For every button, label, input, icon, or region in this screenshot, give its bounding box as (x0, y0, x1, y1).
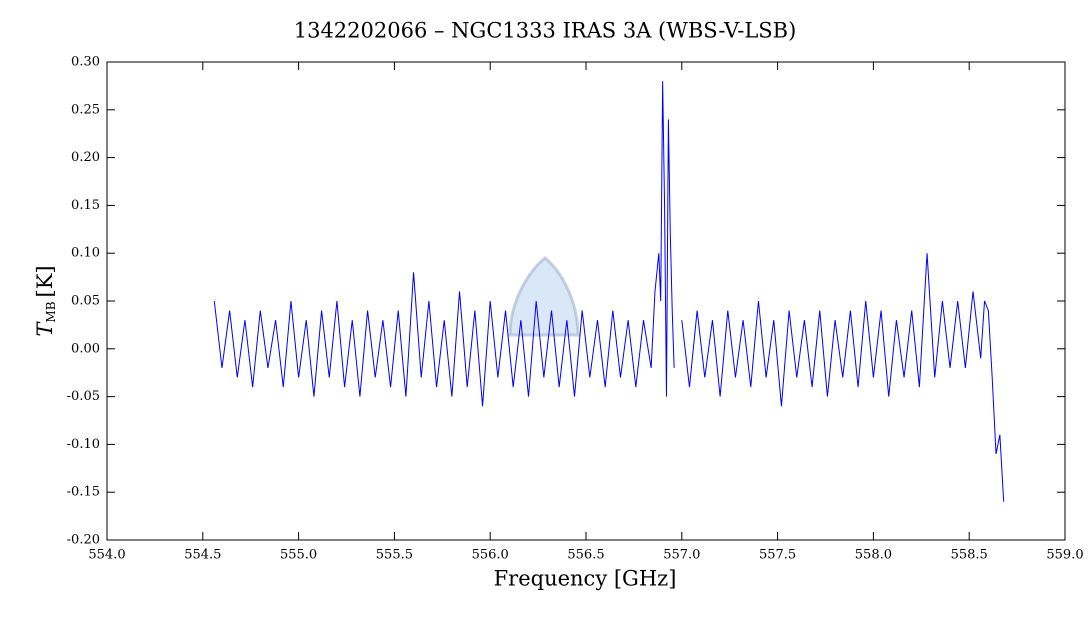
x-tick-label: 557.0 (663, 548, 700, 563)
y-tick-label: 0.00 (71, 341, 100, 356)
y-tick-label: 0.30 (71, 55, 100, 70)
y-tick-label: -0.20 (67, 533, 100, 548)
x-tick-label: 555.5 (376, 548, 413, 563)
y-tick-label: 0.10 (71, 246, 100, 261)
y-tick-label: -0.10 (67, 437, 100, 452)
plot-frame (106, 61, 1066, 541)
y-label-subscript: MB (44, 301, 58, 322)
y-label-unit: [K] (33, 265, 57, 297)
spectrum-line (213, 81, 1005, 502)
y-tick-label: 0.05 (71, 294, 100, 309)
x-tick-label: 556.5 (567, 548, 604, 563)
watermark (508, 256, 580, 337)
x-tick-label: 558.5 (951, 548, 988, 563)
x-tick-label: 555.0 (280, 548, 317, 563)
y-axis-label: TMB [K] (33, 265, 58, 336)
x-tick-label: 558.0 (855, 548, 892, 563)
chart-title: 1342202066 – NGC1333 IRAS 3A (WBS-V-LSB) (294, 19, 797, 43)
x-tick-label: 554.0 (88, 548, 125, 563)
y-tick-label: 0.25 (71, 102, 100, 117)
y-label-symbol: T (33, 321, 57, 337)
y-tick-label: -0.15 (67, 485, 100, 500)
x-tick-label: 554.5 (184, 548, 221, 563)
y-tick-label: 0.20 (71, 150, 100, 165)
x-tick-label: 556.0 (472, 548, 509, 563)
y-tick-label: -0.05 (67, 389, 100, 404)
x-axis-label: Frequency [GHz] (494, 567, 677, 591)
y-tick-label: 0.15 (71, 198, 100, 213)
x-tick-label: 559.0 (1046, 548, 1083, 563)
x-tick-label: 557.5 (759, 548, 796, 563)
